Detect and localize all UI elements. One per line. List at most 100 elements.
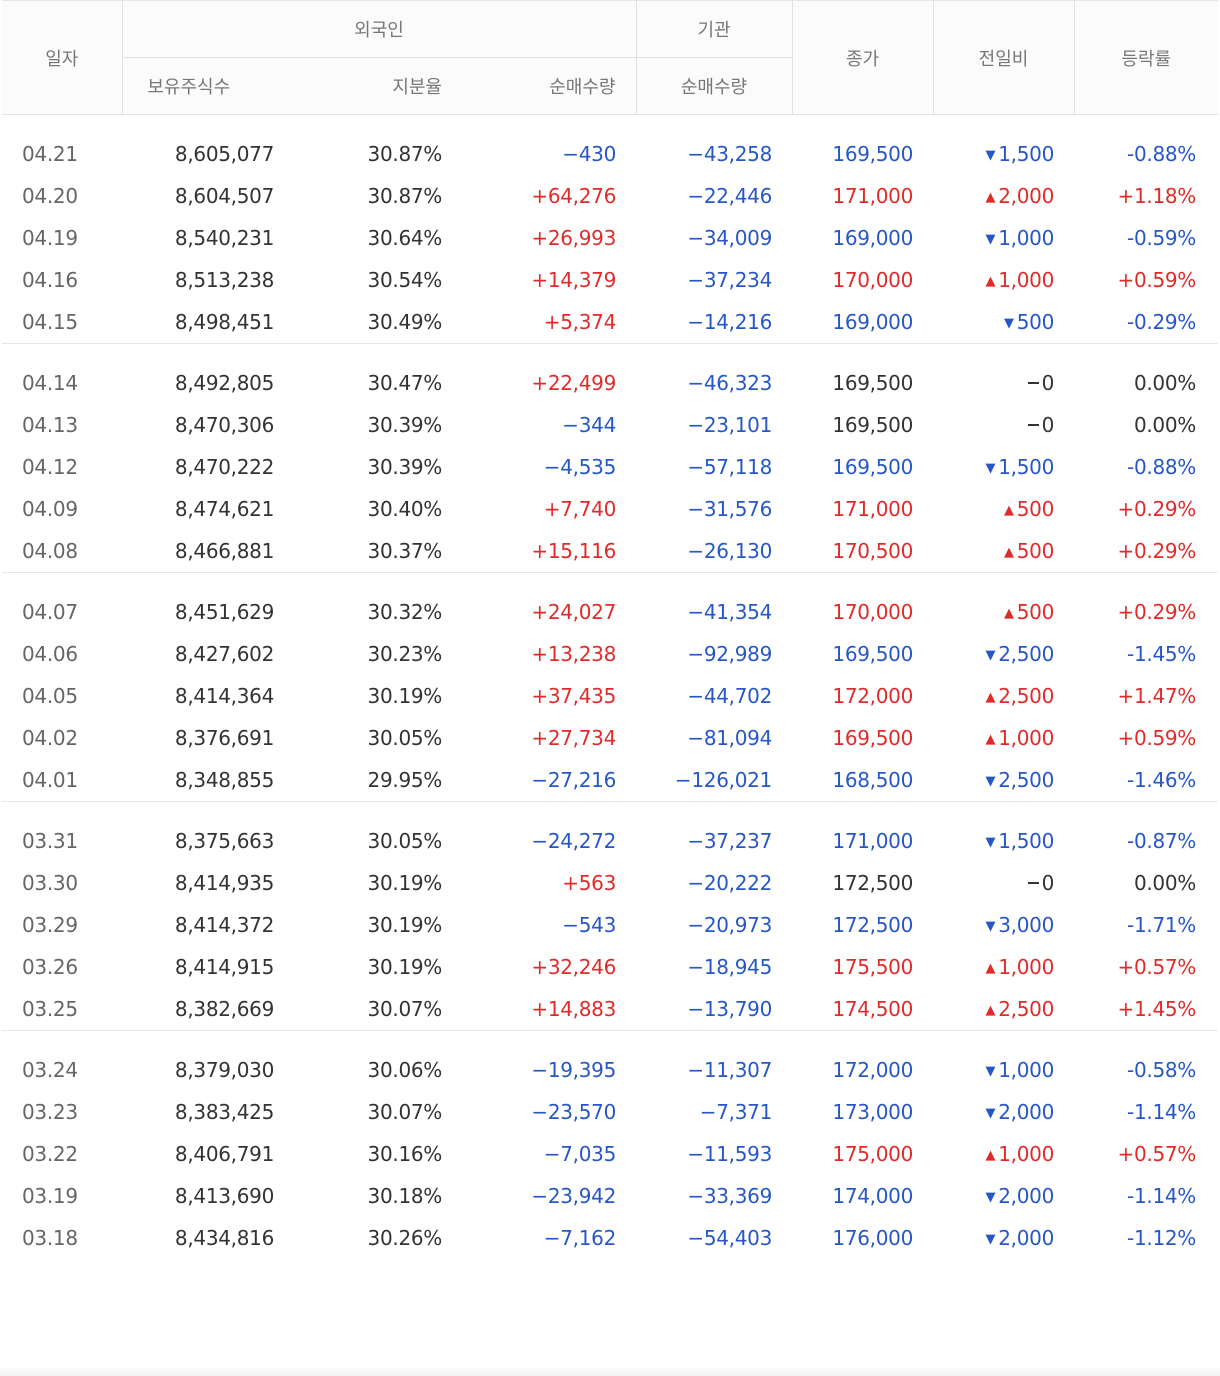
cell-close: 176,000	[832, 1226, 913, 1250]
table-body: 04.21 8,605,077 30.87% −430 −43,258 169,500 ▼ 1…	[2, 115, 1218, 1260]
cell-ratio: 30.47%	[367, 371, 443, 395]
cell-date: 03.29	[22, 913, 78, 937]
cell-change: ▲ 1,000	[933, 1133, 1074, 1175]
cell-close: 171,000	[832, 497, 913, 521]
unchanged-dash-icon	[1027, 381, 1039, 384]
cell-ratio: 30.32%	[367, 600, 443, 624]
down-triangle-icon: ▼	[985, 648, 996, 663]
cell-inst-net: −20,973	[687, 913, 772, 937]
cell-change: ▼ 2,500	[933, 759, 1074, 802]
up-triangle-icon: ▲	[985, 1003, 996, 1018]
unchanged-dash-icon	[1027, 423, 1039, 426]
cell-holdings: 8,474,621	[174, 497, 274, 521]
cell-change: ▼ 2,000	[933, 1217, 1074, 1259]
table-row: 03.25 8,382,669 30.07% +14,883 −13,790 174,50…	[2, 988, 1218, 1031]
cell-foreign-net: +22,499	[531, 371, 616, 395]
cell-date: 03.31	[22, 829, 78, 853]
cell-change: ▲ 1,000	[933, 717, 1074, 759]
cell-rate: +1.45%	[1117, 997, 1197, 1021]
cell-holdings: 8,406,791	[174, 1142, 274, 1166]
change-value: 500	[1016, 600, 1055, 624]
cell-foreign-net: −543	[562, 913, 616, 937]
cell-change: ▼ 1,500	[933, 133, 1074, 175]
cell-foreign-net: +27,734	[531, 726, 616, 750]
cell-rate: 0.00%	[1133, 413, 1196, 437]
cell-date: 04.07	[22, 600, 78, 624]
cell-close: 170,500	[832, 539, 913, 563]
cell-inst-net: −11,307	[687, 1058, 772, 1082]
cell-inst-net: −22,446	[687, 184, 772, 208]
cell-inst-net: −41,354	[687, 600, 772, 624]
cell-inst-net: −44,702	[687, 684, 772, 708]
cell-change: ▼ 2,000	[933, 1091, 1074, 1133]
cell-rate: -1.46%	[1127, 768, 1196, 792]
down-triangle-icon: ▼	[985, 1064, 996, 1079]
change-value: 2,000	[998, 1100, 1054, 1124]
cell-date: 04.19	[22, 226, 78, 250]
down-triangle-icon: ▼	[985, 1190, 996, 1205]
change-value: 1,000	[998, 268, 1054, 292]
change-value: 1,500	[998, 455, 1054, 479]
cell-holdings: 8,375,663	[174, 829, 274, 853]
cell-change: ▲ 1,000	[933, 259, 1074, 301]
cell-inst-net: −23,101	[687, 413, 772, 437]
investor-trading-table: 일자 외국인 기관 종가 전일비 등락률 보유주식수 지분율 순매수량 순매수량…	[2, 0, 1218, 1259]
change-value: 1,000	[998, 726, 1054, 750]
cell-foreign-net: +13,238	[531, 642, 616, 666]
cell-foreign-net: −24,272	[531, 829, 616, 853]
cell-holdings: 8,604,507	[174, 184, 274, 208]
cell-inst-net: −54,403	[687, 1226, 772, 1250]
cell-foreign-net: +32,246	[531, 955, 616, 979]
up-triangle-icon: ▲	[1004, 503, 1014, 518]
cell-holdings: 8,427,602	[174, 642, 274, 666]
cell-ratio: 30.40%	[367, 497, 443, 521]
cell-inst-net: −18,945	[687, 955, 772, 979]
cell-rate: -1.12%	[1127, 1226, 1196, 1250]
cell-inst-net: −31,576	[687, 497, 772, 521]
cell-foreign-net: +64,276	[531, 184, 616, 208]
cell-change: ▼ 2,000	[933, 1175, 1074, 1217]
table-row: 03.18 8,434,816 30.26% −7,162 −54,403 176,000…	[2, 1217, 1218, 1259]
change-value: 0	[1041, 413, 1055, 437]
cell-foreign-net: −27,216	[531, 768, 616, 792]
cell-foreign-net: +5,374	[543, 310, 617, 334]
change-value: 1,500	[998, 142, 1054, 166]
cell-inst-net: −57,118	[687, 455, 772, 479]
cell-change: ▲ 2,500	[933, 988, 1074, 1031]
header-inst-net: 순매수량	[635, 57, 792, 115]
table-header: 일자 외국인 기관 종가 전일비 등락률 보유주식수 지분율 순매수량 순매수량	[2, 0, 1218, 115]
up-triangle-icon: ▲	[985, 274, 996, 289]
table-row: 04.01 8,348,855 29.95% −27,216 −126,021 168,5…	[2, 759, 1218, 802]
cell-inst-net: −37,237	[687, 829, 772, 853]
change-value: 1,000	[998, 1142, 1054, 1166]
cell-rate: -0.87%	[1127, 829, 1196, 853]
cell-inst-net: −11,593	[687, 1142, 772, 1166]
cell-ratio: 30.19%	[367, 684, 443, 708]
cell-rate: -0.58%	[1127, 1058, 1196, 1082]
cell-rate: -1.14%	[1127, 1100, 1196, 1124]
cell-ratio: 30.54%	[367, 268, 443, 292]
change-value: 1,000	[998, 1058, 1054, 1082]
group-divider	[2, 572, 1218, 573]
cell-ratio: 30.64%	[367, 226, 443, 250]
cell-holdings: 8,413,690	[174, 1184, 274, 1208]
down-triangle-icon: ▼	[985, 919, 996, 934]
header-close: 종가	[791, 0, 933, 115]
cell-holdings: 8,376,691	[174, 726, 274, 750]
cell-rate: -0.29%	[1127, 310, 1196, 334]
cell-rate: +0.29%	[1117, 600, 1197, 624]
table-row: 04.02 8,376,691 30.05% +27,734 −81,094 169,50…	[2, 717, 1218, 759]
cell-close: 175,500	[832, 955, 913, 979]
cell-inst-net: −20,222	[687, 871, 772, 895]
down-triangle-icon: ▼	[985, 1232, 996, 1247]
header-holdings: 보유주식수	[121, 57, 294, 115]
header-change: 전일비	[932, 0, 1074, 115]
cell-change: ▲ 500	[933, 530, 1074, 573]
change-value: 1,000	[998, 955, 1054, 979]
group-divider	[2, 343, 1218, 344]
cell-date: 04.12	[22, 455, 78, 479]
cell-rate: +0.57%	[1117, 955, 1197, 979]
group-spacer	[2, 573, 1218, 591]
cell-change: 0	[933, 362, 1074, 404]
cell-change: ▼ 3,000	[933, 904, 1074, 946]
